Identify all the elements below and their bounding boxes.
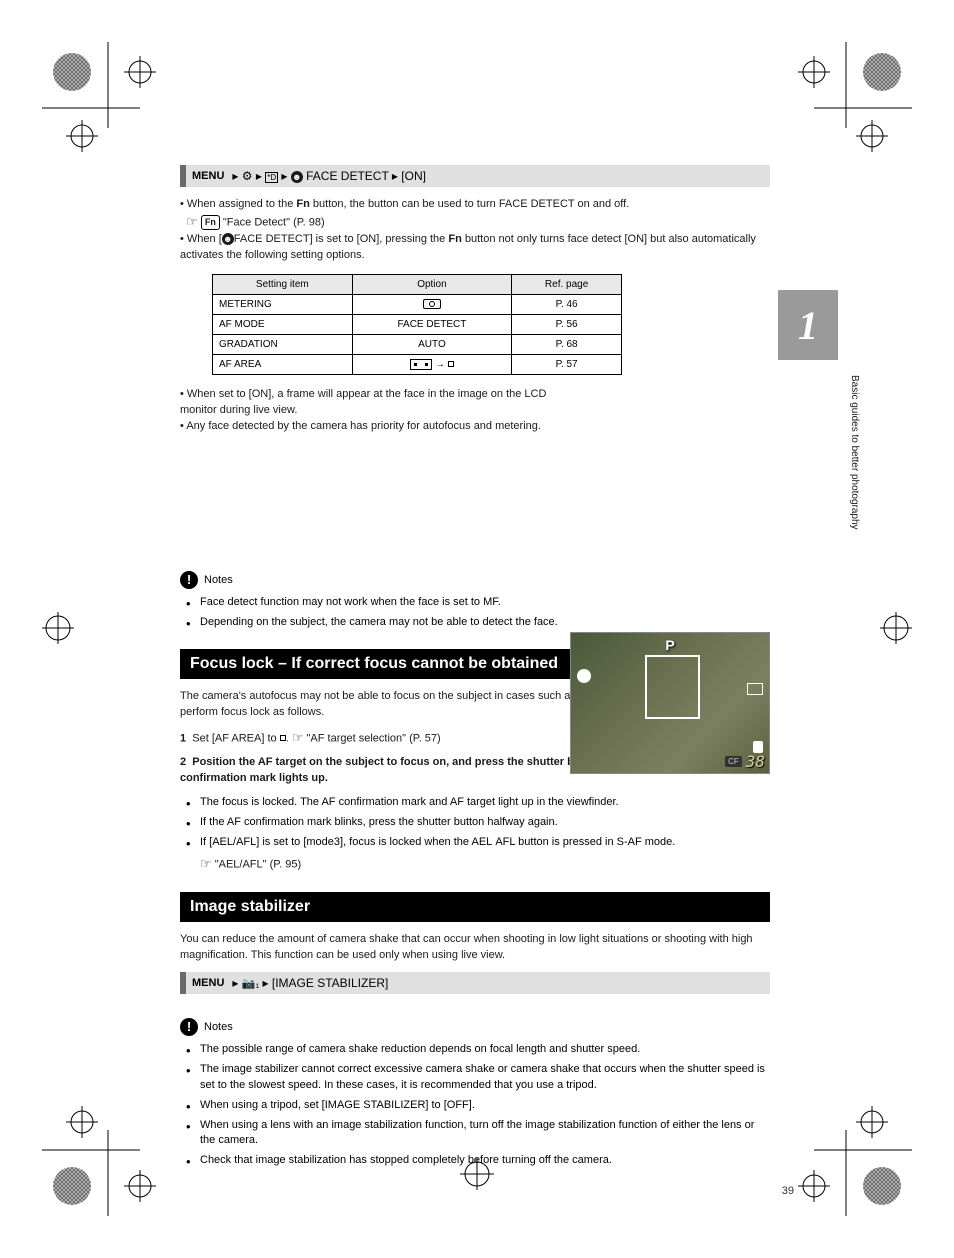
- notes-icon: !: [180, 571, 198, 589]
- metering-icon: [423, 299, 441, 309]
- notes-heading: ! Notes: [180, 571, 770, 589]
- step2-bullets: The focus is locked. The AF confirmation…: [180, 795, 770, 851]
- chapter-label: Basic guides to better photography: [840, 375, 860, 605]
- chapter-number: 1: [798, 302, 818, 349]
- img-stab-intro: You can reduce the amount of camera shak…: [180, 932, 770, 964]
- photo-face-frame: [645, 655, 700, 719]
- notes-heading-2: ! Notes: [180, 1018, 770, 1036]
- fn-button-icon: Fn: [201, 215, 220, 230]
- face-icon: ☻: [222, 233, 234, 245]
- af-area-group-icon: [410, 359, 432, 370]
- example-photo: P CF 38: [570, 632, 770, 774]
- page-number: 39: [782, 1185, 794, 1197]
- pointer-icon: ☞: [292, 729, 304, 748]
- table-row: GRADATION AUTO P. 68: [213, 334, 622, 354]
- menu-label: MENU: [192, 170, 224, 182]
- pointer-icon: ☞: [186, 213, 198, 232]
- th-ref: Ref. page: [512, 274, 622, 294]
- section-image-stabilizer: Image stabilizer: [180, 892, 770, 922]
- aelafl-ref: ☞ "AEL/AFL" (P. 95): [180, 855, 770, 874]
- photo-count: 38: [746, 752, 765, 771]
- menu-path-2: MENU ▸ 📷₁ ▸ [IMAGE STABILIZER]: [180, 972, 770, 994]
- page-content: MENU ▸ ⚙ ▸ *D ▸ ☻ FACE DETECT ▸ [ON] • W…: [180, 165, 770, 1173]
- chapter-tab: 1: [778, 290, 838, 360]
- menu-path-1: MENU ▸ ⚙ ▸ *D ▸ ☻ FACE DETECT ▸ [ON]: [180, 165, 770, 187]
- paragraph-fn-assign: • When assigned to the Fn button, the bu…: [180, 197, 770, 264]
- photo-af-icon: [747, 683, 763, 695]
- photo-mode-p: P: [665, 637, 674, 653]
- th-option: Option: [352, 274, 512, 294]
- table-row: METERING P. 46: [213, 294, 622, 314]
- notes-list: Face detect function may not work when t…: [180, 595, 770, 631]
- th-setting: Setting item: [213, 274, 353, 294]
- settings-table: Setting item Option Ref. page METERING P…: [212, 274, 622, 375]
- paragraph-liveview: • When set to [ON], a frame will appear …: [180, 387, 550, 435]
- photo-cf-badge: CF: [725, 756, 742, 767]
- table-row: AF AREA → P. 57: [213, 354, 622, 374]
- menu-path-text: ▸ ⚙ ▸ *D ▸ ☻ FACE DETECT ▸ [ON]: [232, 169, 426, 183]
- photo-face-icon: [577, 669, 591, 683]
- table-row: AF MODE FACE DETECT P. 56: [213, 314, 622, 334]
- menu-path-2-text: ▸ 📷₁ ▸ [IMAGE STABILIZER]: [232, 976, 388, 990]
- notes-icon: !: [180, 1018, 198, 1036]
- af-target-icon: [448, 361, 454, 367]
- img-stab-notes: The possible range of camera shake reduc…: [180, 1042, 770, 1170]
- pointer-icon: ☞: [200, 855, 212, 874]
